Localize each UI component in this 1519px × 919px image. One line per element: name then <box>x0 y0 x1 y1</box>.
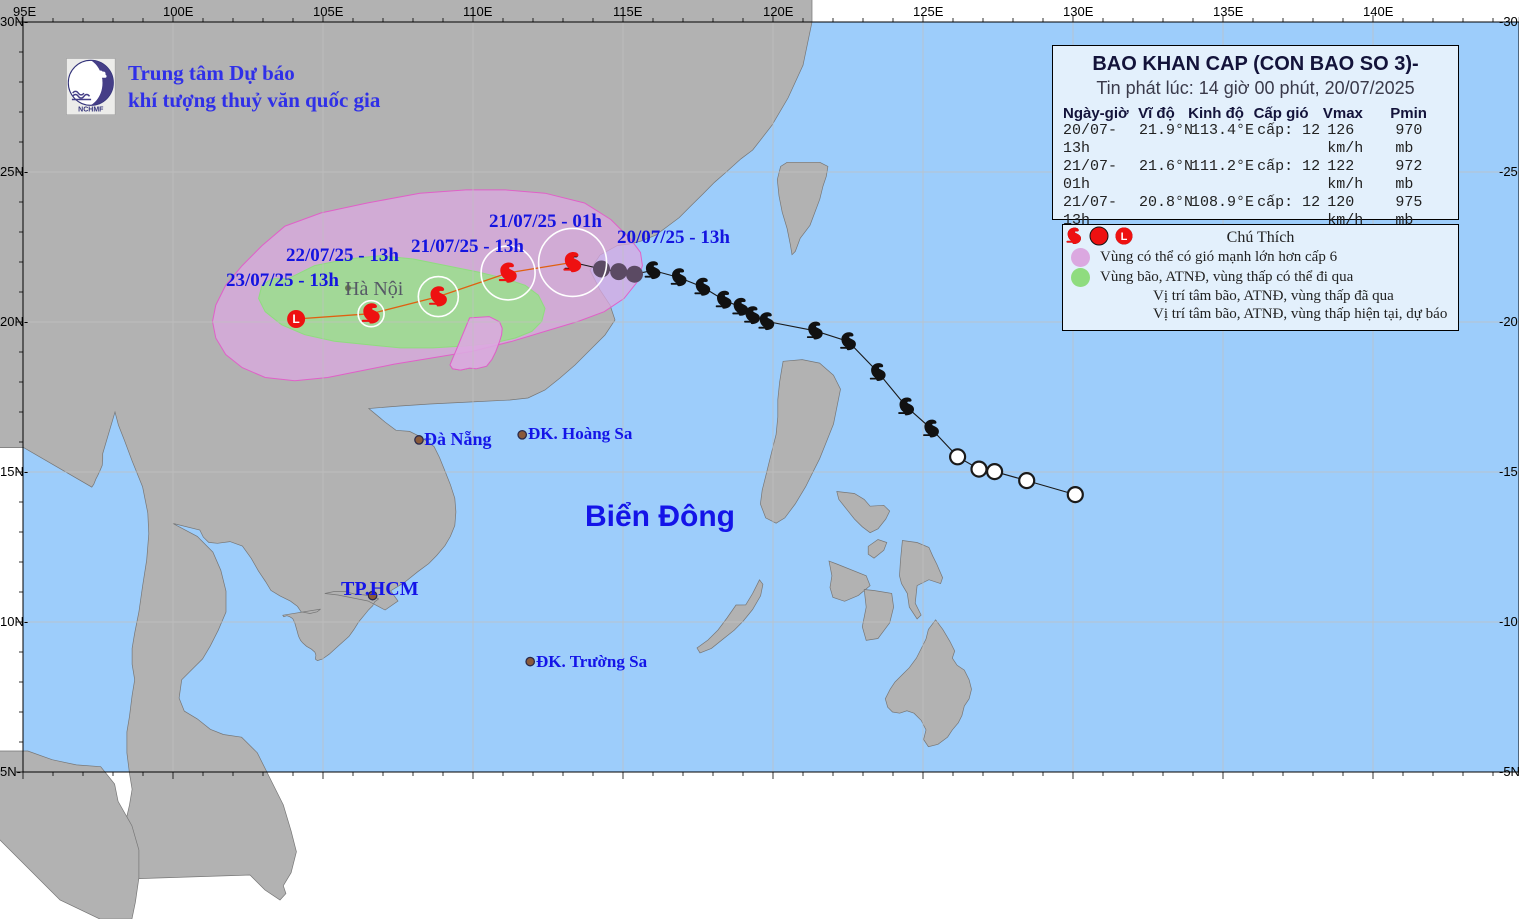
svg-text:NCHMF: NCHMF <box>78 107 104 114</box>
svg-text:L: L <box>1121 231 1128 243</box>
svg-text:L: L <box>292 312 299 326</box>
